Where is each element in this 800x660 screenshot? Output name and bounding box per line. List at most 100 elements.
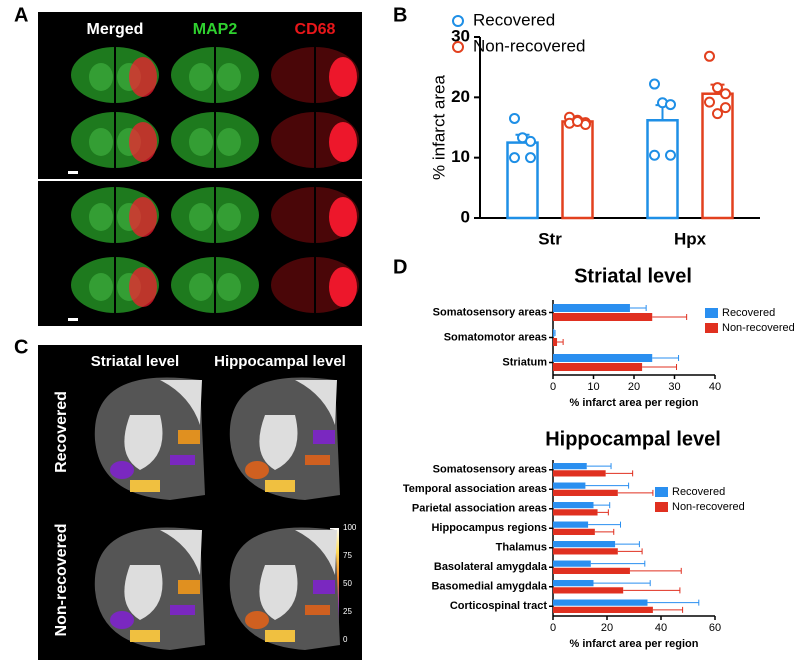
error-bar (586, 463, 612, 470)
colorbar-tick-label: 0 (343, 635, 348, 644)
white-matter (259, 565, 298, 620)
bar (561, 120, 594, 220)
bar (553, 338, 558, 346)
y-tick-label: Temporal association areas (403, 483, 547, 495)
error-bar (629, 305, 647, 311)
bar (553, 560, 591, 567)
error-bar (623, 587, 681, 594)
data-point (665, 149, 676, 161)
colorbar-tick-label: 75 (343, 551, 352, 560)
region-infarct (245, 461, 269, 479)
brain-structure (89, 63, 113, 91)
data-point (704, 50, 715, 62)
legend-label: Recovered (722, 307, 775, 319)
y-tick-label: Striatum (502, 356, 547, 368)
brain-structure (217, 203, 241, 231)
brain-structure (189, 203, 213, 231)
bar (553, 304, 630, 312)
data-point (509, 112, 520, 124)
lesion (329, 122, 357, 162)
cortex (295, 380, 337, 425)
row-label: Non-recovered (19, 193, 38, 313)
chart-title: Hippocampal level (545, 428, 721, 450)
row-label: Recovered (19, 82, 38, 169)
lesion (129, 267, 157, 307)
error-bar (597, 509, 609, 516)
brain-structure (217, 128, 241, 156)
data-point (712, 108, 723, 120)
y-tick-label: 30 (451, 26, 470, 45)
region-infarct (265, 480, 295, 492)
lesion (329, 197, 357, 237)
error-bar (615, 541, 640, 548)
y-tick-label: 0 (461, 207, 470, 226)
lesion (129, 57, 157, 97)
legend-swatch (705, 323, 718, 333)
lesion (329, 267, 357, 307)
region-infarct (245, 611, 269, 629)
x-tick-label: Str (538, 229, 562, 248)
y-tick-label: Thalamus (496, 542, 547, 554)
region-infarct (130, 480, 160, 492)
x-tick-label: 40 (709, 381, 721, 393)
panel-letter: D (393, 256, 407, 278)
brain-structure (189, 63, 213, 91)
scale-bar (68, 318, 78, 321)
error-bar (557, 339, 564, 345)
bar (553, 502, 594, 509)
region-infarct (170, 455, 195, 465)
error-bar (593, 502, 611, 509)
region-infarct (313, 580, 335, 594)
y-axis-label: % infarct area (429, 75, 448, 180)
y-tick-label: Hippocampus regions (431, 522, 547, 534)
colorbar-tick-label: 50 (343, 579, 352, 588)
data-point (525, 152, 536, 164)
bar (553, 463, 587, 470)
chart-title: Striatal level (574, 265, 692, 287)
legend-label: Non-recovered (672, 501, 745, 513)
bar (553, 482, 586, 489)
region-infarct (305, 455, 330, 465)
error-bar (590, 560, 646, 567)
row-label: Non-recovered (53, 524, 70, 637)
legend-label: Recovered (672, 486, 725, 498)
region-infarct (130, 630, 160, 642)
legend-label: Non-recovered (722, 322, 795, 334)
x-axis-label: % infarct area per region (570, 397, 699, 409)
lesion (129, 197, 157, 237)
x-tick-label: 10 (587, 381, 599, 393)
colorbar-tick-label: 25 (343, 607, 352, 616)
error-bar (629, 567, 682, 574)
scale-bar (68, 171, 78, 174)
error-bar (554, 330, 556, 336)
bar (553, 528, 595, 535)
bar (553, 548, 618, 555)
legend-swatch (655, 487, 668, 497)
brain-structure (217, 63, 241, 91)
region-infarct (110, 461, 134, 479)
region-infarct (110, 611, 134, 629)
region-infarct (178, 430, 200, 444)
x-tick-label: 40 (655, 622, 667, 634)
brain-structure (89, 128, 113, 156)
panel-letter: B (393, 4, 407, 26)
bar (553, 470, 606, 477)
y-tick-label: Somatomotor areas (444, 331, 547, 343)
panel-letter: C (14, 336, 28, 358)
column-label: MAP2 (193, 21, 238, 38)
bar (553, 587, 624, 594)
error-bar (588, 521, 621, 528)
legend-label: Non-recovered (473, 36, 585, 55)
y-tick-label: 10 (451, 147, 470, 166)
x-tick-label: Hpx (674, 229, 707, 248)
y-tick-label: Somatosensory areas (433, 464, 547, 476)
data-point (649, 149, 660, 161)
data-point (509, 152, 520, 164)
brain-structure (89, 273, 113, 301)
data-point (525, 135, 536, 147)
x-tick-label: 0 (550, 381, 556, 393)
colorbar-tick-label: 100 (343, 523, 357, 532)
brain-structure (217, 273, 241, 301)
bar (553, 599, 648, 606)
